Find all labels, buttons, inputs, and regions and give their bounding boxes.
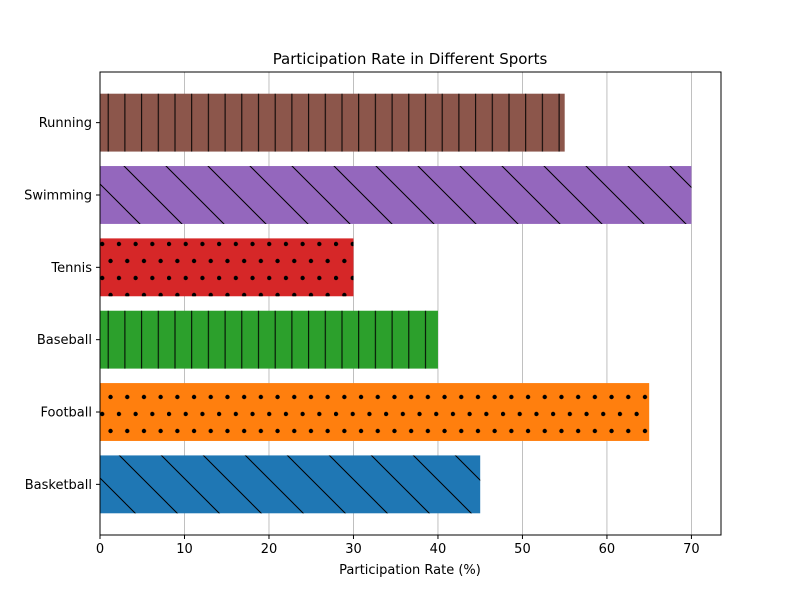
y-axis-ticks: Basketball Football Baseball Tennis Swimming… bbox=[24, 116, 100, 493]
bar-baseball bbox=[100, 310, 438, 369]
x-axis-ticks: 0 10 20 30 40 50 60 70 bbox=[96, 535, 700, 557]
bar-hatch bbox=[100, 93, 565, 152]
bar-hatch bbox=[100, 383, 650, 441]
bar-hatch bbox=[100, 238, 354, 297]
bar-hatch bbox=[100, 455, 481, 514]
x-tick-label: 50 bbox=[514, 542, 531, 557]
x-tick-label: 0 bbox=[96, 542, 104, 557]
x-tick-label: 70 bbox=[683, 542, 700, 557]
bar-swimming bbox=[100, 166, 692, 224]
bars bbox=[100, 93, 692, 514]
y-tick-label: Baseball bbox=[37, 333, 92, 348]
plot-frame bbox=[99, 71, 722, 536]
chart-title: Participation Rate in Different Sports bbox=[273, 50, 548, 68]
x-tick-label: 40 bbox=[430, 542, 447, 557]
y-tick-label: Tennis bbox=[50, 261, 92, 276]
bar-basketball bbox=[100, 455, 481, 514]
x-tick-label: 60 bbox=[599, 542, 616, 557]
bar-hatch bbox=[100, 310, 438, 369]
bar-tennis bbox=[100, 238, 354, 297]
bar-football bbox=[100, 383, 650, 441]
y-tick-label: Swimming bbox=[24, 188, 92, 203]
x-tick-label: 20 bbox=[261, 542, 278, 557]
y-tick-label: Running bbox=[39, 116, 92, 131]
x-axis-label: Participation Rate (%) bbox=[339, 563, 481, 578]
x-tick-label: 10 bbox=[176, 542, 193, 557]
bar-hatch bbox=[100, 166, 692, 224]
y-tick-label: Football bbox=[41, 406, 92, 421]
bar-running bbox=[100, 93, 565, 152]
y-tick-label: Basketball bbox=[25, 478, 92, 493]
x-tick-label: 30 bbox=[345, 542, 362, 557]
